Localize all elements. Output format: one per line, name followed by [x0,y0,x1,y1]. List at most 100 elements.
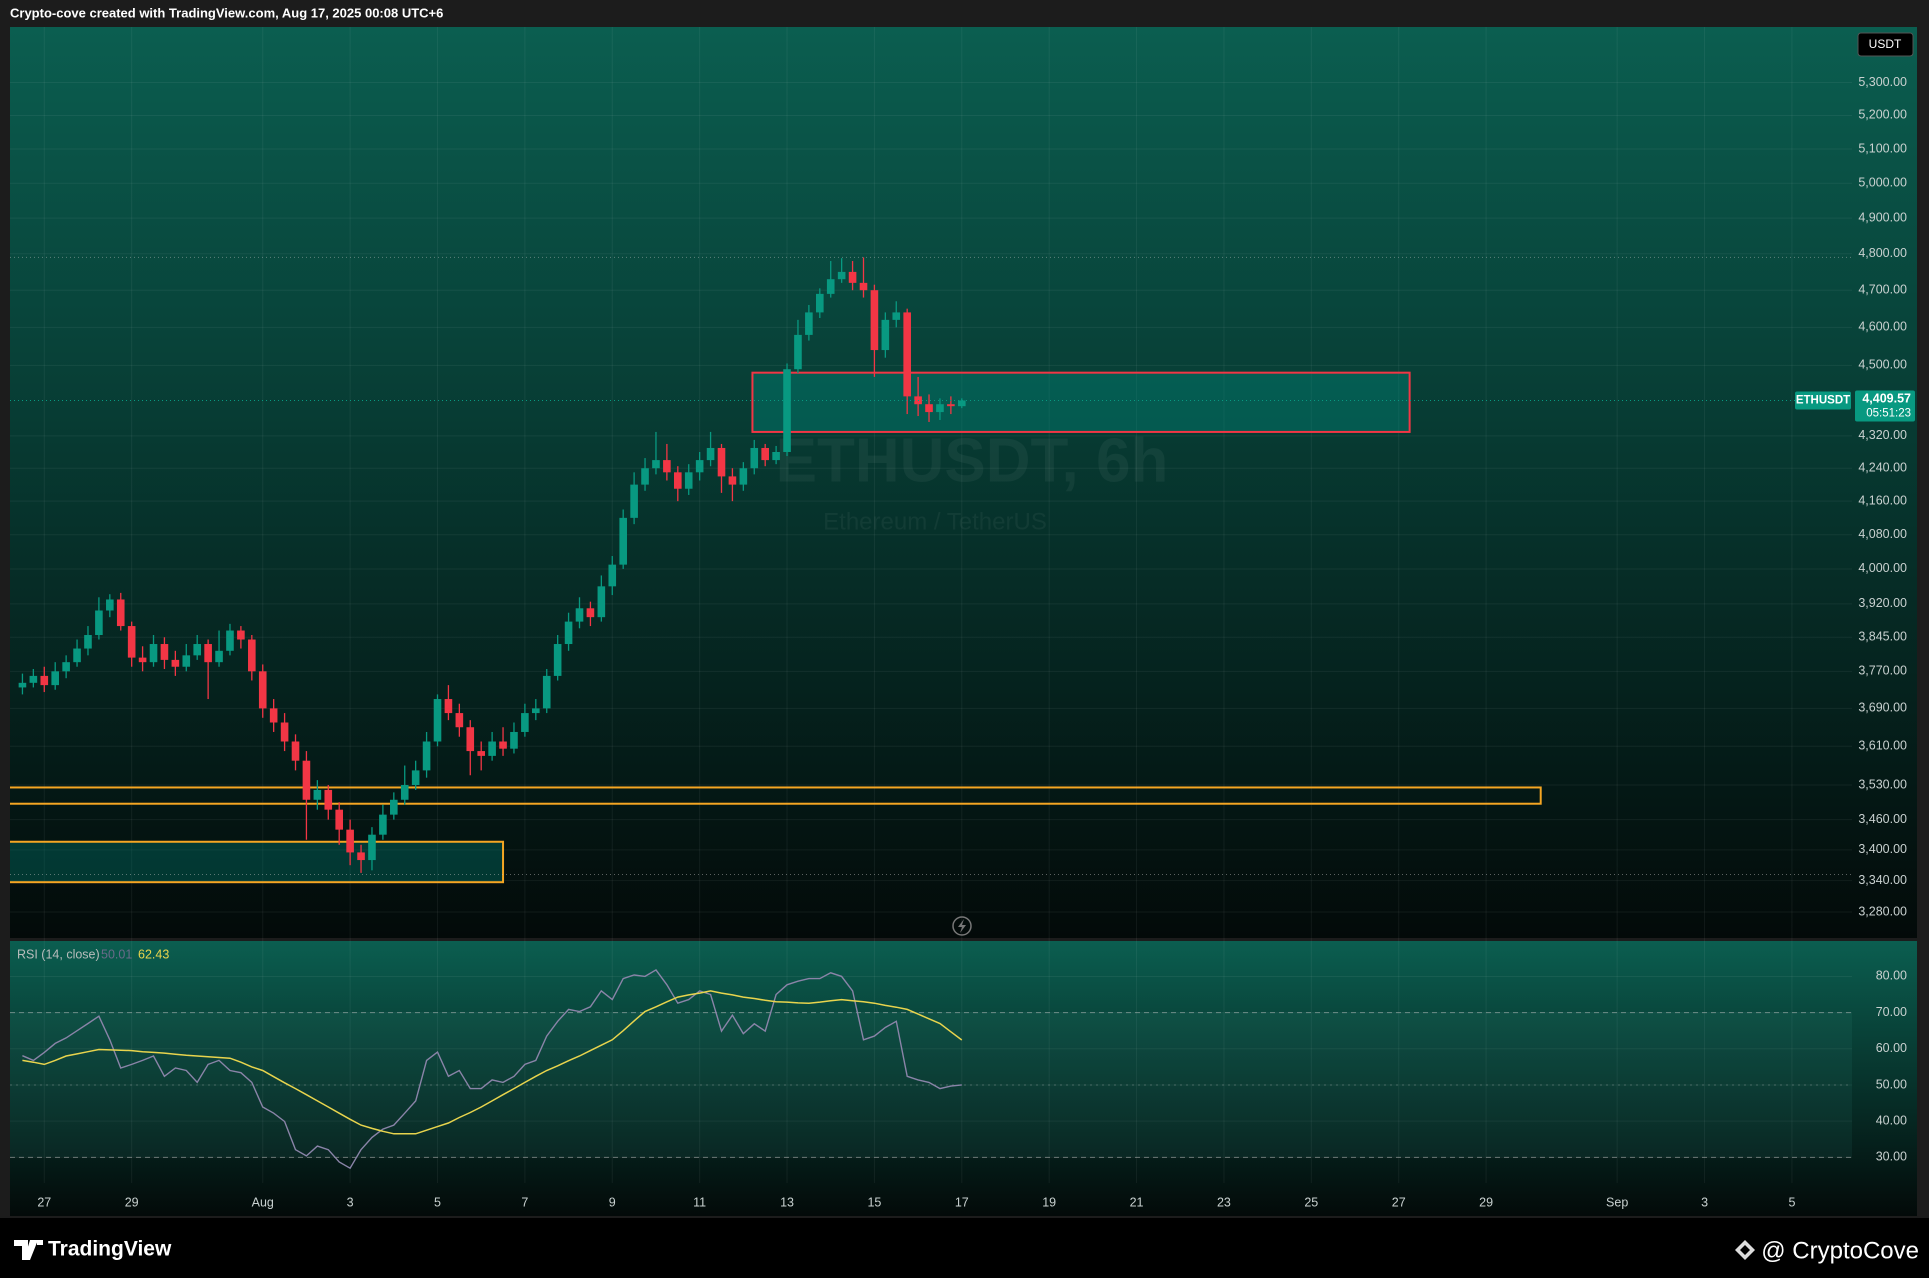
candle-body [357,852,365,861]
x-tick-label: 27 [1392,1195,1406,1209]
x-tick-label: 19 [1042,1195,1056,1209]
candle-body [772,452,780,461]
candle-body [826,279,835,294]
y-tick-label: 4,160.00 [1858,493,1907,507]
currency-label[interactable]: USDT [1869,37,1902,51]
x-tick-label: 7 [521,1195,528,1209]
y-tick-label: 3,530.00 [1858,777,1907,791]
rsi-tick-label: 40.00 [1876,1113,1907,1127]
y-tick-label: 4,900.00 [1858,210,1907,224]
candle-body [925,404,933,413]
candle-body [619,517,627,565]
y-tick-label: 3,920.00 [1858,596,1907,610]
x-tick-label: 3 [1701,1195,1708,1209]
y-tick-label: 3,690.00 [1858,701,1907,715]
candle-body [40,675,49,686]
candle-body [717,447,726,477]
candle-body [466,727,475,752]
candle-body [248,639,256,672]
x-tick-label: 11 [693,1195,706,1209]
x-tick-label: Sep [1606,1195,1628,1209]
candle-body [313,789,322,800]
candle-body [116,599,125,627]
currency-button[interactable] [1857,32,1914,57]
brand-logo [14,1240,43,1260]
candle-body [390,799,398,815]
rsi-tick-label: 50.00 [1876,1077,1907,1091]
candle-body [510,731,518,749]
candle-body [586,608,595,618]
y-tick-label: 4,500.00 [1858,358,1907,372]
y-tick-label: 4,000.00 [1858,561,1907,575]
rsi-area [10,968,1852,1170]
candle-body [280,722,289,742]
candle-body [728,476,737,485]
zone [10,786,1542,805]
x-tick-label: 23 [1217,1195,1231,1209]
candle-body [553,644,562,676]
candle-body [663,460,671,473]
zone [10,840,505,884]
countdown: 05:51:23 [1866,407,1911,419]
candle-body [324,789,333,810]
x-tick-label: 5 [434,1195,441,1209]
rsi-line [22,968,962,1170]
rsi-tick-label: 30.00 [1876,1150,1907,1164]
candle-body [455,713,464,728]
candle-body [258,671,267,709]
candle-body [106,599,114,611]
x-tick-label: 21 [1130,1195,1144,1209]
candle-body [532,708,540,714]
replay-icon[interactable] [952,916,972,936]
candle-body [29,675,38,683]
rsi-tick-label: 70.00 [1876,1005,1907,1019]
candle-body [160,644,169,660]
grid [10,27,1852,1183]
watermark-title: ETHUSDT, 6h [776,426,1169,495]
rsi-tick-label: 80.00 [1876,969,1907,983]
candle-body [237,630,245,640]
candle-body [881,319,890,351]
y-tick-label: 4,600.00 [1858,320,1907,334]
candle-body [444,699,453,714]
candle-body [149,644,158,663]
x-tick-label: 13 [780,1195,794,1209]
watermark-subtitle: Ethereum / TetherUS [823,508,1047,535]
plot-area [10,256,1852,884]
y-tick-label: 5,300.00 [1858,75,1907,89]
candle-body [18,682,27,688]
y-tick-label: 4,700.00 [1858,282,1907,296]
candle-body [488,741,496,756]
brand: TradingView [48,1238,172,1261]
candle-body [837,271,846,280]
rsi-value: 50.01 [101,947,132,961]
candle-body [695,460,704,473]
y-tick-label: 3,400.00 [1858,842,1907,856]
candle-body [226,630,234,651]
candle-body [302,760,311,800]
candle-body [903,312,911,397]
y-tick-label: 3,340.00 [1858,873,1907,887]
rsi-ma-value: 62.43 [138,947,169,961]
candle-body [816,293,824,313]
y-tick-label: 4,800.00 [1858,246,1907,260]
candle-body [291,741,300,761]
candle-body [346,829,354,853]
candle-body [947,404,955,407]
x-tick-label: 5 [1788,1195,1795,1209]
candle-body [138,657,147,663]
rsi-tick-label: 60.00 [1876,1041,1907,1055]
x-tick-label: 3 [347,1195,354,1209]
rsi-pane [10,941,1917,1216]
candle-body [597,586,606,618]
candle-body [794,334,802,370]
candle-body [739,468,748,485]
candle-body [411,770,420,786]
candle-body [761,447,769,461]
candle-body [368,834,376,861]
y-tick-label: 3,280.00 [1858,904,1907,918]
x-tick-label: 27 [37,1195,51,1209]
candle-body [477,751,485,756]
candle-body [84,635,92,649]
